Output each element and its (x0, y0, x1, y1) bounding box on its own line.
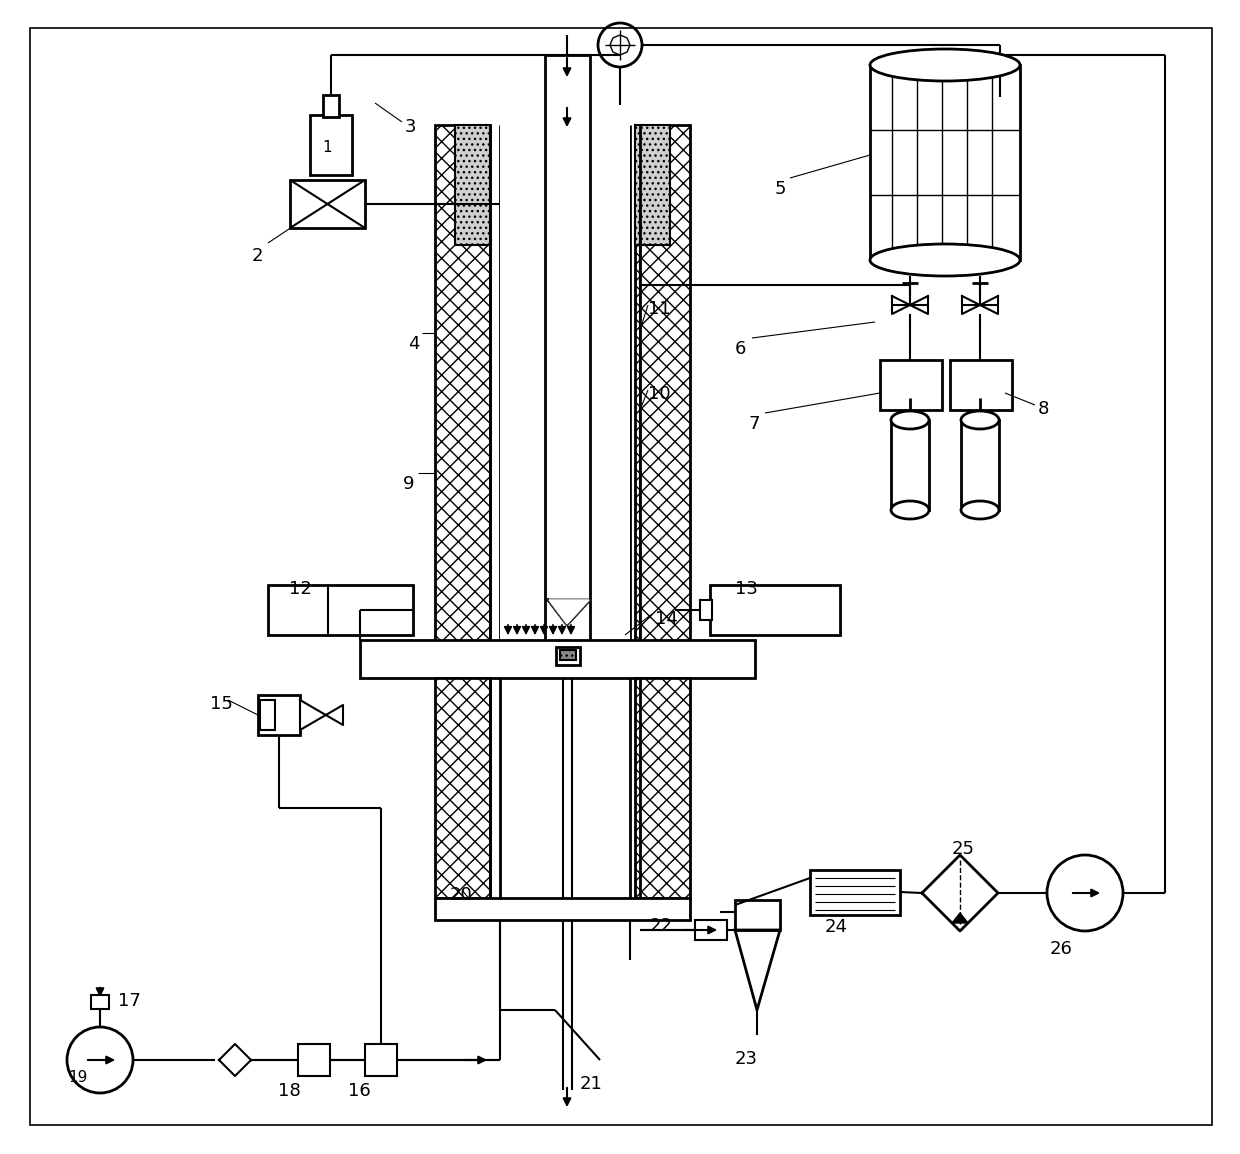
Bar (258, 695, 300, 735)
Bar (290, 180, 365, 228)
Bar (892, 420, 929, 510)
Bar (435, 679, 490, 898)
Polygon shape (910, 295, 928, 314)
Bar (694, 920, 727, 941)
Text: 16: 16 (348, 1082, 371, 1100)
Bar (91, 995, 109, 1009)
Text: 9: 9 (403, 475, 414, 493)
Text: 14: 14 (655, 610, 678, 628)
Text: 2: 2 (252, 247, 263, 265)
Bar (560, 650, 577, 660)
Text: 19: 19 (68, 1070, 88, 1085)
Bar (435, 125, 490, 650)
Bar (701, 600, 712, 620)
Bar (711, 585, 839, 635)
Text: 10: 10 (649, 385, 671, 403)
Bar (950, 360, 1012, 410)
Bar (870, 65, 1021, 260)
Ellipse shape (961, 501, 999, 519)
Bar (556, 647, 580, 665)
Text: 18: 18 (278, 1082, 301, 1100)
Text: 5: 5 (775, 180, 786, 198)
Bar (298, 1044, 330, 1076)
Bar (635, 125, 689, 650)
Polygon shape (962, 295, 980, 314)
Bar (360, 640, 755, 679)
Text: 8: 8 (1038, 400, 1049, 418)
Text: 3: 3 (405, 118, 417, 136)
Polygon shape (980, 295, 998, 314)
Bar (322, 95, 339, 117)
Text: 24: 24 (825, 917, 848, 936)
Ellipse shape (892, 501, 929, 519)
Bar (961, 420, 999, 510)
Bar (635, 679, 689, 898)
Text: 1: 1 (322, 141, 332, 156)
Bar (268, 585, 413, 635)
Bar (455, 125, 490, 245)
Text: 25: 25 (952, 840, 975, 859)
Bar (365, 1044, 397, 1076)
Polygon shape (952, 913, 968, 923)
Polygon shape (219, 1044, 250, 1076)
Text: 15: 15 (210, 695, 233, 713)
Text: 23: 23 (735, 1050, 758, 1067)
Text: 6: 6 (735, 340, 746, 358)
Bar (435, 898, 689, 920)
Bar (546, 55, 590, 650)
Ellipse shape (870, 243, 1021, 276)
Text: 11: 11 (649, 300, 671, 319)
Bar (635, 125, 670, 245)
Polygon shape (892, 295, 910, 314)
Text: 13: 13 (735, 580, 758, 598)
Text: 7: 7 (748, 415, 759, 433)
Text: 17: 17 (118, 992, 141, 1010)
Polygon shape (549, 600, 589, 624)
Bar (735, 900, 780, 930)
Ellipse shape (870, 48, 1021, 81)
Text: 12: 12 (289, 580, 312, 598)
Text: 26: 26 (1050, 941, 1073, 958)
Text: 22: 22 (650, 917, 673, 935)
Bar (260, 700, 275, 730)
Ellipse shape (892, 411, 929, 429)
Text: 21: 21 (580, 1076, 603, 1093)
Bar (880, 360, 942, 410)
Polygon shape (548, 600, 590, 625)
Polygon shape (548, 600, 590, 625)
Polygon shape (300, 700, 343, 730)
Ellipse shape (961, 411, 999, 429)
Polygon shape (923, 855, 998, 931)
Text: 20: 20 (450, 886, 472, 904)
Bar (310, 115, 352, 175)
Bar (810, 870, 900, 915)
Bar (500, 125, 630, 650)
Text: 4: 4 (408, 335, 419, 353)
